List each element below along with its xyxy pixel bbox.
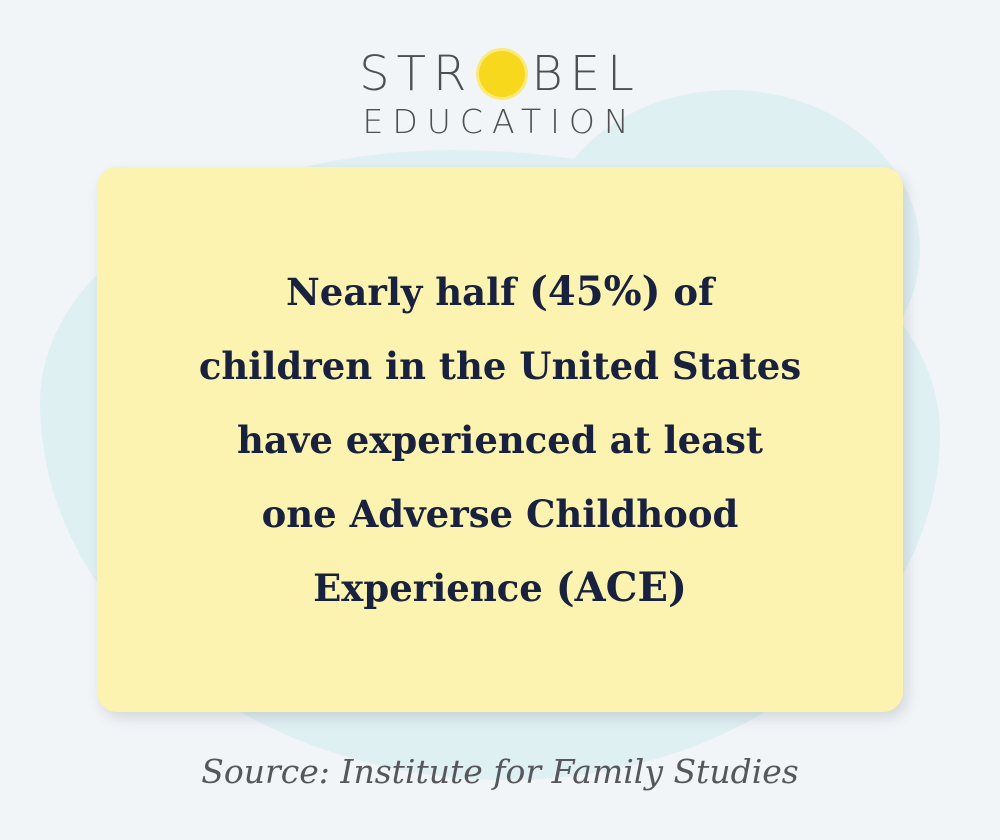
highlight-percent: (45%) [528, 267, 661, 315]
logo: STR BEL EDUCATION [0, 48, 1000, 142]
sun-icon [479, 51, 526, 97]
statistic-line: Nearly half (45%) of [286, 255, 714, 329]
statistic-line: have experienced at least [236, 417, 764, 462]
statistic-line: children in the United States [198, 343, 802, 388]
text: Nearly half [285, 269, 529, 314]
statistic-card: Nearly half (45%) of children in the Uni… [97, 167, 903, 712]
logo-text: BEL [531, 46, 641, 102]
logo-subtext: EDUCATION [362, 102, 638, 141]
logo-text: STR [359, 46, 474, 102]
text: Experience [313, 565, 556, 610]
statistic-line: one Adverse Childhood [261, 491, 739, 536]
text: of [660, 269, 714, 314]
highlight-acronym: (ACE) [555, 563, 687, 611]
source-citation: Source: Institute for Family Studies [201, 752, 799, 791]
statistic-line: Experience (ACE) [313, 551, 687, 625]
